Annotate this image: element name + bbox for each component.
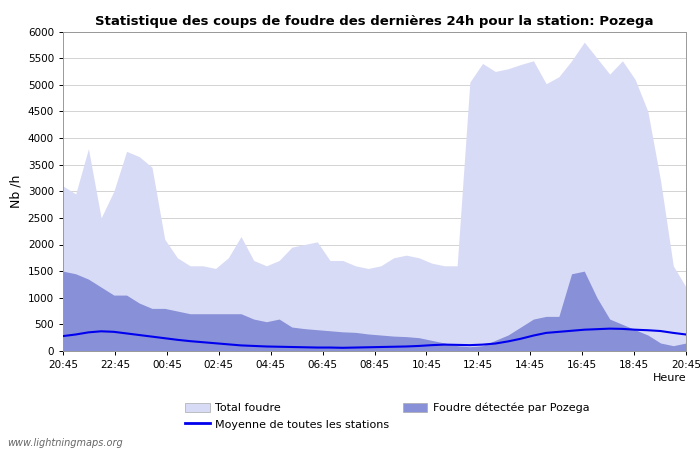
Legend: Total foudre, Moyenne de toutes les stations, Foudre détectée par Pozega: Total foudre, Moyenne de toutes les stat… xyxy=(181,398,594,434)
Text: Heure: Heure xyxy=(652,374,686,383)
Text: www.lightningmaps.org: www.lightningmaps.org xyxy=(7,438,122,448)
Title: Statistique des coups de foudre des dernières 24h pour la station: Pozega: Statistique des coups de foudre des dern… xyxy=(95,14,654,27)
Y-axis label: Nb /h: Nb /h xyxy=(9,175,22,208)
